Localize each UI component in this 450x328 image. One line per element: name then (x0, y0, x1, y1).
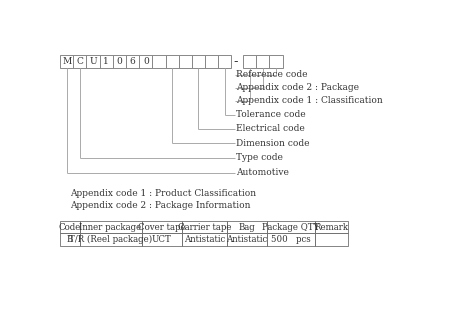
Text: Inner package: Inner package (79, 223, 142, 232)
Text: Carrier tape: Carrier tape (177, 223, 231, 232)
Bar (256, 55, 270, 68)
Bar (60, 234, 80, 246)
Text: 0: 0 (143, 57, 148, 66)
Bar (182, 221, 227, 234)
Bar (86, 55, 99, 68)
Text: U: U (89, 57, 97, 66)
Text: Appendix code 1 : Product Classification: Appendix code 1 : Product Classification (70, 189, 256, 198)
Bar (243, 55, 256, 68)
Bar (227, 221, 267, 234)
Text: Code: Code (58, 223, 81, 232)
Text: B: B (67, 235, 73, 244)
Text: UCT: UCT (152, 235, 171, 244)
Text: Appendix code 1 : Classification: Appendix code 1 : Classification (236, 96, 383, 106)
Bar (126, 55, 139, 68)
Bar (141, 234, 182, 246)
Text: Tolerance code: Tolerance code (236, 110, 306, 119)
Bar (270, 55, 283, 68)
Bar (315, 234, 348, 246)
Bar (60, 221, 80, 234)
Bar (60, 55, 73, 68)
Bar (166, 55, 179, 68)
Bar (153, 55, 166, 68)
Text: Bag: Bag (238, 223, 255, 232)
Bar (99, 55, 113, 68)
Text: Reference code: Reference code (236, 70, 307, 79)
Bar (205, 55, 218, 68)
Bar (179, 55, 192, 68)
Text: M: M (62, 57, 72, 66)
Bar (73, 55, 86, 68)
Text: Appendix code 2 : Package Information: Appendix code 2 : Package Information (70, 201, 251, 210)
Text: 0: 0 (117, 57, 122, 66)
Bar (141, 221, 182, 234)
Bar (315, 221, 348, 234)
Text: 500   pcs: 500 pcs (271, 235, 311, 244)
Text: Package QTY: Package QTY (262, 223, 320, 232)
Bar (192, 55, 205, 68)
Bar (218, 55, 231, 68)
Bar (139, 55, 153, 68)
Bar (227, 234, 267, 246)
Bar (113, 55, 126, 68)
Bar (80, 234, 141, 246)
Text: C: C (76, 57, 83, 66)
Text: Remark: Remark (314, 223, 348, 232)
Bar (80, 221, 141, 234)
Bar (267, 221, 315, 234)
Text: Type code: Type code (236, 154, 283, 162)
Text: Antistatic: Antistatic (226, 235, 267, 244)
Text: 6: 6 (130, 57, 135, 66)
Text: Electrical code: Electrical code (236, 124, 305, 133)
Text: T/R (Reel package): T/R (Reel package) (69, 235, 152, 244)
Text: Dimension code: Dimension code (236, 139, 310, 148)
Text: Appendix code 2 : Package: Appendix code 2 : Package (236, 83, 359, 92)
Text: Antistatic: Antistatic (184, 235, 225, 244)
Text: 1: 1 (104, 57, 109, 66)
Text: Cover tape: Cover tape (138, 223, 185, 232)
Bar (182, 234, 227, 246)
Text: -: - (234, 55, 238, 68)
Text: Automotive: Automotive (236, 168, 289, 177)
Bar (267, 234, 315, 246)
